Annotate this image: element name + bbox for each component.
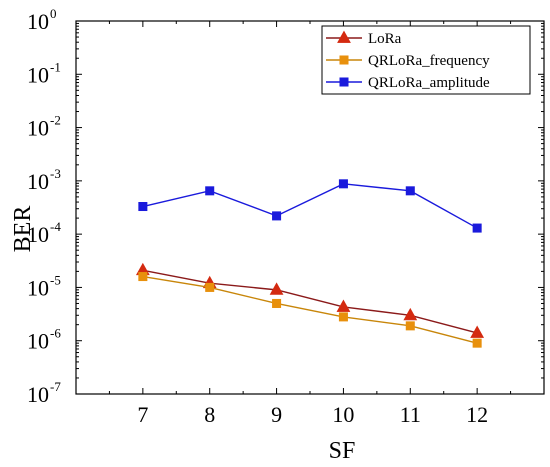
triangle-marker — [269, 282, 284, 295]
y-tick-base: 10 — [27, 62, 49, 87]
y-tick-label: 10 — [27, 329, 49, 354]
legend: LoRa QRLoRa_frequency QRLoRa_amplitude — [321, 25, 531, 95]
y-tick-exponent: -4 — [50, 219, 61, 234]
y-tick-exponent: -1 — [50, 59, 61, 74]
x-tick-label: 10 — [332, 402, 354, 427]
x-tick-label: 7 — [137, 402, 148, 427]
series-line — [142, 269, 478, 334]
y-tick-base: 10 — [27, 169, 49, 194]
triangle-marker — [336, 299, 351, 312]
y-tick-label: 10 — [27, 382, 49, 407]
y-axis-title: BER — [10, 206, 36, 253]
y-tick-exponent: -7 — [50, 379, 61, 394]
series-line — [142, 275, 478, 344]
legend-label: LoRa — [368, 31, 402, 47]
square-marker — [405, 321, 415, 331]
triangle-marker — [470, 325, 485, 338]
series-lora — [135, 262, 485, 338]
series-qrlora-amplitude — [138, 179, 482, 233]
y-tick-exponent: 0 — [50, 6, 57, 21]
square-marker — [472, 338, 482, 348]
y-tick-base: 10 — [27, 116, 49, 141]
square-marker — [138, 202, 148, 212]
y-tick-label: 10 — [27, 62, 49, 87]
y-tick-label: 10 — [27, 116, 49, 141]
square-marker — [272, 298, 282, 308]
y-tick-label: 10 — [27, 9, 49, 34]
legend-label: QRLoRa_amplitude — [368, 75, 490, 91]
y-tick-base: 10 — [27, 275, 49, 300]
triangle-marker — [403, 307, 418, 321]
triangle-marker — [337, 30, 351, 43]
y-tick-base: 10 — [27, 382, 49, 407]
square-marker — [205, 186, 215, 196]
y-tick-label: 10 — [27, 222, 49, 247]
x-tick-label: 11 — [400, 402, 421, 427]
series-layer — [135, 179, 485, 348]
series-line — [142, 183, 478, 229]
square-marker — [272, 211, 282, 221]
y-tick-base: 10 — [27, 9, 49, 34]
square-marker — [138, 272, 148, 282]
legend-label: QRLoRa_frequency — [368, 53, 490, 69]
y-tick-label: 10 — [27, 169, 49, 194]
square-marker — [338, 179, 348, 189]
y-tick-exponent: -3 — [50, 166, 61, 181]
square-marker — [338, 312, 348, 322]
x-tick-label: 8 — [204, 402, 215, 427]
y-tick-exponent: -6 — [50, 326, 61, 341]
y-tick-exponent: -2 — [50, 113, 61, 128]
square-marker — [405, 186, 415, 196]
y-tick-base: 10 — [27, 222, 49, 247]
square-marker — [339, 77, 349, 87]
x-axis-title: SF — [329, 438, 356, 464]
y-tick-label: 10 — [27, 275, 49, 300]
y-tick-exponent: -5 — [50, 272, 61, 287]
square-marker — [339, 55, 349, 65]
x-tick-label: 12 — [466, 402, 488, 427]
y-tick-base: 10 — [27, 329, 49, 354]
square-marker — [205, 282, 215, 292]
square-marker — [472, 223, 482, 233]
x-tick-label: 9 — [271, 402, 282, 427]
series-qrlora-frequency — [138, 272, 482, 348]
